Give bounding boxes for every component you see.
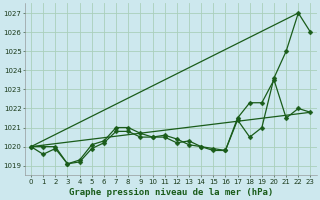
X-axis label: Graphe pression niveau de la mer (hPa): Graphe pression niveau de la mer (hPa) (68, 188, 273, 197)
